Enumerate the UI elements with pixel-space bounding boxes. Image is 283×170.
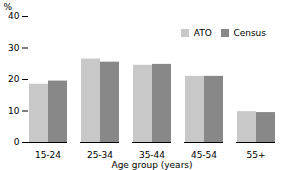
svg-text:10: 10 (8, 106, 20, 116)
svg-text:25-34: 25-34 (87, 150, 113, 160)
svg-text:45-54: 45-54 (191, 150, 217, 160)
svg-text:0: 0 (14, 137, 20, 147)
svg-text:15-24: 15-24 (35, 150, 61, 160)
svg-text:20: 20 (8, 74, 20, 84)
svg-text:30: 30 (8, 43, 20, 53)
svg-text:%: % (4, 2, 13, 12)
svg-text:35-44: 35-44 (139, 150, 165, 160)
svg-text:40: 40 (8, 11, 20, 21)
html-text:ATO: ATO (193, 27, 212, 38)
svg-text:Age group (years): Age group (years) (111, 160, 192, 170)
svg-text:55+: 55+ (247, 150, 266, 160)
html-text:Census: Census (233, 27, 266, 38)
